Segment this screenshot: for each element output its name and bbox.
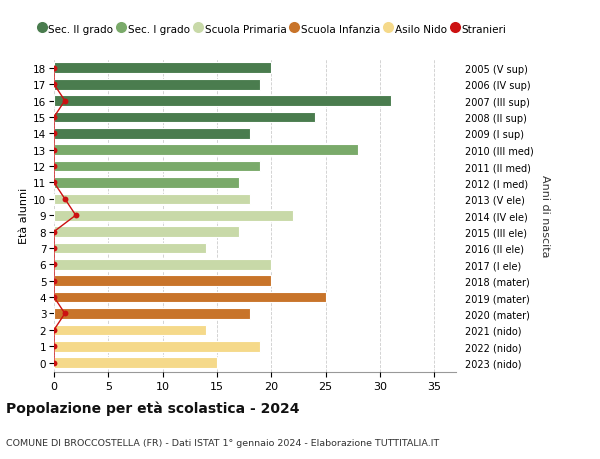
Point: [49, 179, 59, 187]
Point: [49, 277, 59, 285]
Bar: [54, 194, 250, 205]
Bar: [54, 112, 315, 123]
Bar: [54, 341, 260, 352]
Bar: [54, 210, 293, 221]
Point: [49, 65, 59, 73]
Bar: [54, 129, 250, 140]
Point: [49, 343, 59, 350]
Bar: [54, 325, 206, 336]
Point: [49, 130, 59, 138]
Bar: [54, 292, 326, 303]
Bar: [54, 145, 358, 156]
Point: [71, 212, 80, 219]
Point: [49, 359, 59, 366]
Bar: [54, 162, 260, 172]
Bar: [54, 358, 217, 368]
Bar: [54, 276, 271, 286]
Point: [49, 229, 59, 236]
Point: [49, 245, 59, 252]
Bar: [54, 227, 239, 237]
Bar: [54, 308, 250, 319]
Y-axis label: Età alunni: Età alunni: [19, 188, 29, 244]
Point: [49, 261, 59, 269]
Text: COMUNE DI BROCCOSTELLA (FR) - Dati ISTAT 1° gennaio 2024 - Elaborazione TUTTITAL: COMUNE DI BROCCOSTELLA (FR) - Dati ISTAT…: [6, 438, 439, 448]
Point: [49, 81, 59, 89]
Text: Popolazione per età scolastica - 2024: Popolazione per età scolastica - 2024: [6, 401, 299, 415]
Point: [49, 147, 59, 154]
Y-axis label: Anni di nascita: Anni di nascita: [541, 174, 550, 257]
Bar: [54, 80, 260, 90]
Point: [49, 114, 59, 121]
Point: [60, 196, 70, 203]
Bar: [54, 178, 239, 188]
Point: [60, 98, 70, 105]
Bar: [54, 259, 271, 270]
Bar: [54, 243, 206, 254]
Bar: [54, 63, 271, 74]
Point: [60, 310, 70, 318]
Point: [49, 294, 59, 301]
Point: [49, 163, 59, 170]
Point: [49, 326, 59, 334]
Legend: Sec. II grado, Sec. I grado, Scuola Primaria, Scuola Infanzia, Asilo Nido, Stran: Sec. II grado, Sec. I grado, Scuola Prim…: [39, 24, 506, 34]
Bar: [54, 96, 391, 106]
